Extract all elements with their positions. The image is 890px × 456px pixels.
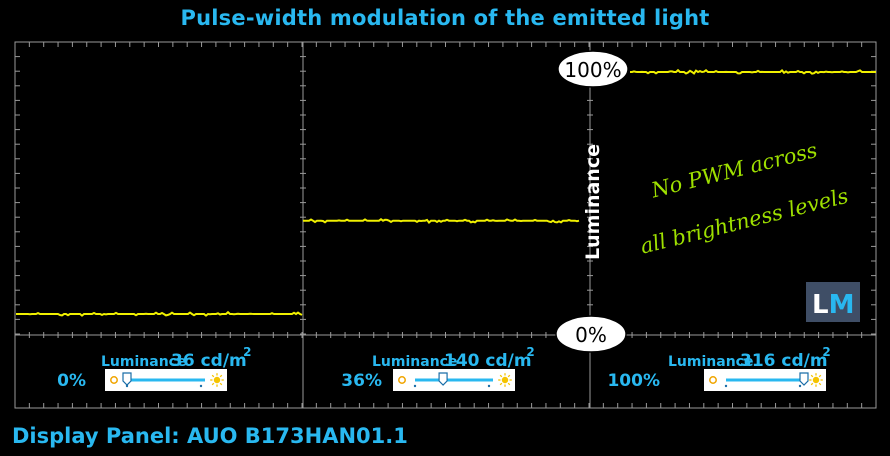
slider-tick xyxy=(487,384,491,388)
marker-top-label: 100% xyxy=(564,58,621,82)
chart-title: Pulse-width modulation of the emitted li… xyxy=(180,6,710,30)
display-panel-label: Display Panel: AUO B173HAN01.1 xyxy=(12,424,408,448)
brightness-percent: 36% xyxy=(341,371,382,391)
luminance-superscript: 2 xyxy=(822,345,830,359)
luminance-label: Luminance xyxy=(101,354,186,370)
luminance-superscript: 2 xyxy=(526,345,534,359)
lm-logo-text: LM xyxy=(812,290,854,320)
sun-ray xyxy=(507,374,511,378)
trace-segment-1 xyxy=(16,310,303,317)
sun-ray xyxy=(211,382,215,386)
slider-thumb xyxy=(122,372,132,386)
luminance-value: 316 cd/m xyxy=(740,351,828,371)
luminance-superscript: 2 xyxy=(243,345,251,359)
note-line-1: No PWM across xyxy=(648,138,820,203)
lm-logo-m: M xyxy=(829,290,855,320)
sun-ray xyxy=(499,374,503,378)
slider-thumb xyxy=(799,372,809,386)
sun-ray xyxy=(219,382,223,386)
marker-bottom-ellipse xyxy=(555,315,627,353)
slider-tick xyxy=(125,384,129,388)
sun-ray xyxy=(810,374,814,378)
sun-ray xyxy=(507,382,511,386)
grid-ticks xyxy=(14,41,876,408)
slider-thumb xyxy=(438,372,448,386)
dim-sun-icon xyxy=(398,376,406,384)
marker-top-ellipse xyxy=(557,50,629,88)
slider-tick xyxy=(199,384,203,388)
lm-logo-box xyxy=(806,282,860,322)
trace-segment-2 xyxy=(303,217,580,224)
bright-sun-icon xyxy=(213,376,221,384)
slider-tick xyxy=(724,384,728,388)
sun-ray xyxy=(810,382,814,386)
luminance-axis-label: Luminance xyxy=(582,144,604,260)
bright-sun-icon xyxy=(812,376,820,384)
brightness-percent: 0% xyxy=(57,371,86,391)
luminance-label: Luminance xyxy=(372,354,457,370)
bright-sun-icon xyxy=(501,376,509,384)
trace-group xyxy=(16,68,876,317)
dim-sun-icon xyxy=(709,376,717,384)
luminance-value: 36 cd/m xyxy=(171,351,247,371)
sun-ray xyxy=(211,374,215,378)
trace-segment-3 xyxy=(630,68,876,75)
luminance-value: 140 cd/m xyxy=(444,351,532,371)
slider-tick xyxy=(798,384,802,388)
brightness-percent: 100% xyxy=(607,371,660,391)
sun-ray xyxy=(219,374,223,378)
sun-ray xyxy=(499,382,503,386)
sun-ray xyxy=(818,382,822,386)
dim-sun-icon xyxy=(110,376,118,384)
marker-bottom-label: 0% xyxy=(575,323,607,347)
luminance-label: Luminance xyxy=(668,354,753,370)
sun-ray xyxy=(818,374,822,378)
grid xyxy=(14,41,877,409)
lm-logo-l: L xyxy=(812,290,829,320)
slider-tick xyxy=(413,384,417,388)
